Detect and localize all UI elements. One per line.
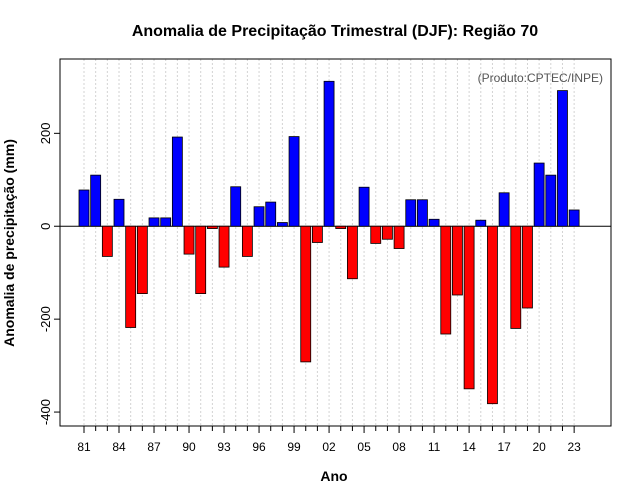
x-tick-label: 17 [497,440,511,454]
bar-2010 [417,199,428,227]
bar-1986 [136,225,148,295]
bar-1988 [160,217,172,227]
y-axis-title: Anomalia de precipitação (mm) [1,139,17,347]
bar-2020 [533,162,545,227]
plot-frame [59,58,612,427]
y-tick-label: 200 [38,122,53,144]
bar-2001 [311,225,323,243]
bar-2019 [522,225,533,309]
bar-1998 [276,222,288,227]
bar-1989 [171,136,183,227]
x-tick-label: 11 [428,440,441,454]
x-tick-label: 84 [112,440,126,454]
bar-2017 [498,192,510,227]
x-tick-label: 05 [357,440,371,454]
x-axis-title: Ano [320,468,347,484]
bar-1990 [183,225,195,255]
bar-1999 [288,136,300,227]
bar-1995 [241,225,253,257]
bar-1984 [113,198,125,227]
bar-2022 [557,90,568,227]
bar-2009 [405,199,417,227]
x-tick-label: 20 [532,440,546,454]
x-tick-label: 81 [77,440,91,454]
bar-2015 [475,219,487,227]
y-axis: -400 -200 0 200 [38,122,60,425]
x-tick-label: 87 [147,440,161,454]
x-tick-label: 90 [182,440,196,454]
bar-2000 [300,225,312,363]
x-tick-label: 23 [567,440,581,454]
bar-2018 [510,225,522,329]
bar-1981 [78,189,90,227]
product-credit: (Produto:CPTEC/INPE) [478,71,603,85]
bars [78,80,580,405]
y-tick-label: -200 [38,306,53,332]
x-tick-label: 96 [252,440,266,454]
bar-1992 [206,225,218,229]
bar-1983 [101,225,113,257]
bar-2002 [323,80,335,227]
bar-2016 [487,225,498,405]
x-tick-label: 93 [217,440,231,454]
bar-2013 [452,225,463,296]
bar-1982 [90,174,102,227]
bar-1993 [218,225,230,268]
bar-1987 [148,217,160,227]
bar-1991 [195,225,207,295]
vertical-gridlines [83,59,575,426]
y-tick-label: 0 [38,223,53,230]
bar-2005 [358,186,370,227]
bar-2008 [393,225,405,249]
x-tick-label: 14 [462,440,476,454]
bar-2023 [568,209,580,227]
bar-2021 [545,174,557,227]
x-tick-label: 99 [287,440,301,454]
bar-2014 [463,225,475,390]
bar-2011 [428,218,440,227]
bar-2007 [382,225,393,240]
x-tick-label: 02 [322,440,336,454]
bar-2003 [335,225,347,229]
bar-2004 [347,225,358,280]
x-tick-label: 08 [392,440,406,454]
x-axis: 81 84 87 90 93 96 99 02 05 08 11 14 17 20 23 [77,426,581,454]
y-tick-label: -400 [38,399,53,425]
bar-1994 [230,186,242,227]
bar-1996 [253,206,265,227]
bar-2012 [440,225,452,335]
bar-2006 [370,225,382,244]
chart-title: Anomalia de Precipitação Trimestral (DJF… [132,23,538,40]
bar-1985 [125,225,137,328]
bar-1997 [265,201,277,227]
